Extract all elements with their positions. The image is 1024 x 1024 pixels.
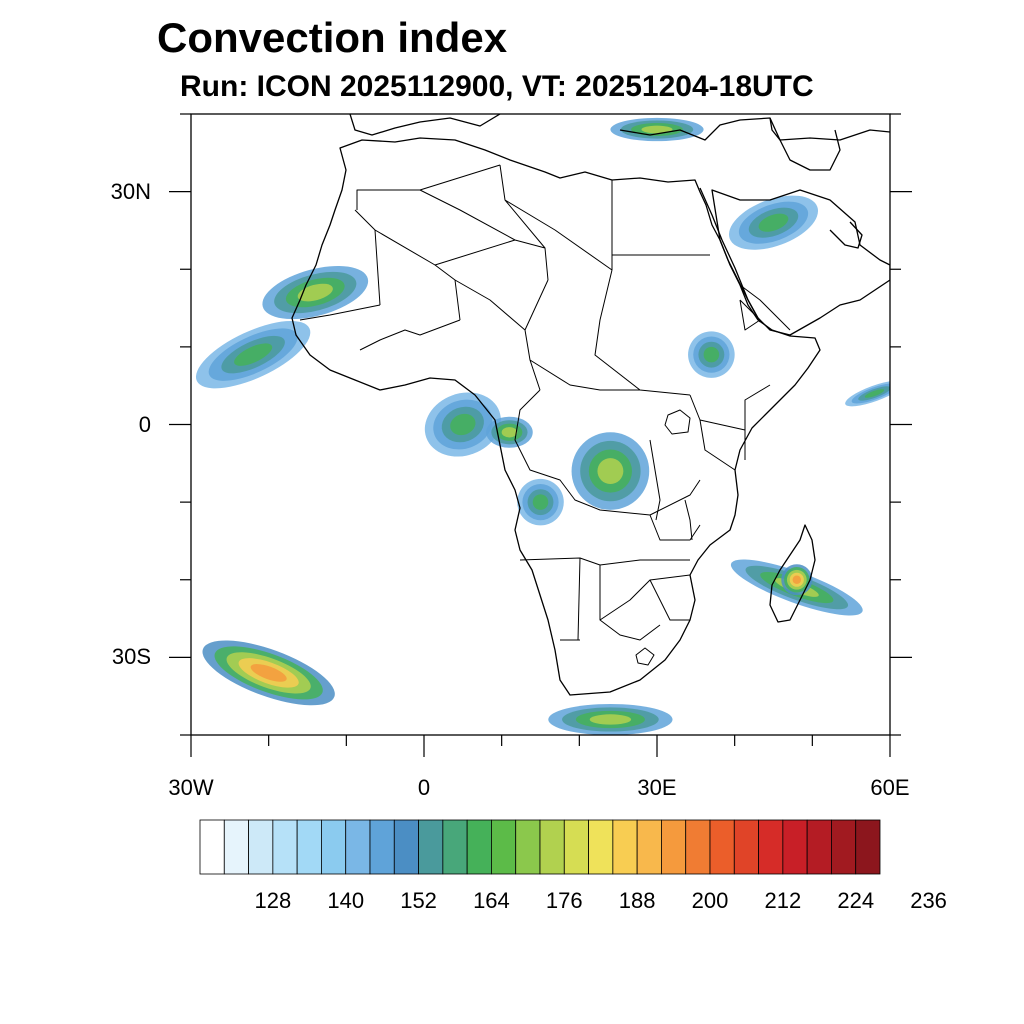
lat-label-30N: 30N bbox=[110, 178, 151, 204]
colorbar bbox=[199, 819, 881, 875]
colorbar-label-224: 224 bbox=[837, 888, 875, 913]
convection-contour bbox=[864, 389, 885, 398]
convection-cell-9 bbox=[202, 640, 335, 706]
colorbar-swatch-19 bbox=[661, 819, 687, 875]
colorbar-swatch-9 bbox=[418, 819, 444, 875]
lon-label-60E: 60E bbox=[870, 775, 910, 800]
colorbar-swatch-7 bbox=[369, 819, 395, 875]
convection-cell-0 bbox=[195, 320, 311, 389]
lon-label-30W: 30W bbox=[168, 775, 214, 800]
colorbar-swatch-14 bbox=[539, 819, 565, 875]
lon-label-30E: 30E bbox=[637, 775, 677, 800]
convection-cell-4 bbox=[571, 432, 650, 510]
convection-cell-12 bbox=[610, 117, 704, 142]
lake-malawi bbox=[684, 499, 693, 541]
convection-contour bbox=[450, 413, 476, 436]
persian-gulf-coastline bbox=[829, 221, 863, 249]
colorbar-swatch-5 bbox=[321, 819, 347, 875]
colorbar-label-140: 140 bbox=[327, 888, 365, 913]
caspian-coastline bbox=[769, 117, 841, 171]
convection-field-layer bbox=[195, 117, 890, 735]
colorbar-swatch-17 bbox=[612, 819, 638, 875]
arabia-coastline bbox=[711, 189, 890, 336]
convection-contour bbox=[589, 714, 632, 725]
lake-victoria bbox=[664, 409, 691, 435]
colorbar-label-200: 200 bbox=[691, 888, 729, 913]
convection-cell-13 bbox=[845, 380, 890, 407]
colorbar-swatch-21 bbox=[709, 819, 735, 875]
colorbar-swatch-18 bbox=[636, 819, 662, 875]
colorbar-swatch-4 bbox=[296, 819, 322, 875]
colorbar-label-188: 188 bbox=[618, 888, 656, 913]
convection-cell-1 bbox=[262, 266, 369, 320]
colorbar-swatch-24 bbox=[782, 819, 808, 875]
convection-cell-10 bbox=[548, 703, 673, 735]
border-lines bbox=[299, 164, 791, 641]
colorbar-label-164: 164 bbox=[473, 888, 510, 913]
country-borders-layer bbox=[299, 164, 791, 666]
colorbar-swatch-23 bbox=[758, 819, 784, 875]
colorbar-swatch-2 bbox=[248, 819, 274, 875]
plot-frame bbox=[169, 113, 912, 757]
convection-cell-8 bbox=[781, 564, 813, 596]
colorbar-swatch-26 bbox=[831, 819, 857, 875]
madagascar-coastline bbox=[769, 524, 816, 623]
convection-cell-11 bbox=[728, 195, 819, 250]
convection-cell-5 bbox=[517, 478, 564, 526]
convection-contour bbox=[792, 575, 802, 584]
colorbar-swatch-0 bbox=[199, 819, 225, 875]
convection-contour bbox=[501, 427, 518, 438]
convection-contour bbox=[703, 346, 720, 363]
colorbar-swatch-15 bbox=[563, 819, 589, 875]
convection-cell-3 bbox=[486, 416, 533, 448]
colorbar-swatch-1 bbox=[223, 819, 249, 875]
convection-contour bbox=[234, 343, 273, 366]
colorbar-label-128: 128 bbox=[254, 888, 292, 913]
colorbar-label-152: 152 bbox=[400, 888, 437, 913]
map-subtitle: Run: ICON 2025112900, VT: 20251204-18UTC bbox=[180, 70, 814, 103]
colorbar-swatch-16 bbox=[588, 819, 614, 875]
colorbar-swatch-11 bbox=[466, 819, 492, 875]
lat-label-0: 0 bbox=[138, 411, 151, 437]
colorbar-label-236: 236 bbox=[910, 888, 947, 913]
colorbar-swatch-6 bbox=[345, 819, 371, 875]
lon-label-0: 0 bbox=[417, 775, 431, 800]
turkey-coastline bbox=[619, 117, 890, 141]
colorbar-label-176: 176 bbox=[545, 888, 583, 913]
colorbar-swatch-8 bbox=[393, 819, 419, 875]
colorbar-swatch-12 bbox=[491, 819, 517, 875]
lesotho-border bbox=[635, 647, 655, 666]
convection-contour bbox=[758, 213, 789, 232]
map-title: Convection index bbox=[157, 14, 508, 61]
colorbar-swatch-25 bbox=[806, 819, 832, 875]
colorbar-swatch-13 bbox=[515, 819, 541, 875]
convection-contour bbox=[641, 125, 673, 134]
colorbar-swatch-10 bbox=[442, 819, 468, 875]
convection-contour bbox=[297, 283, 333, 302]
europe-coastline bbox=[349, 114, 501, 136]
convection-contour bbox=[532, 494, 549, 510]
red-sea-coastline bbox=[699, 187, 761, 323]
colorbar-swatch-3 bbox=[272, 819, 298, 875]
lat-label-30S: 30S bbox=[111, 644, 151, 670]
convection-cell-6 bbox=[688, 331, 735, 378]
colorbar-swatch-22 bbox=[733, 819, 759, 875]
lake-tanganyika bbox=[649, 439, 661, 521]
convection-cell-2 bbox=[424, 392, 501, 457]
colorbar-label-212: 212 bbox=[764, 888, 802, 913]
colorbar-swatch-27 bbox=[855, 819, 881, 875]
colorbar-swatch-20 bbox=[685, 819, 711, 875]
convection-contour bbox=[250, 664, 287, 682]
convection-contour bbox=[597, 458, 624, 485]
